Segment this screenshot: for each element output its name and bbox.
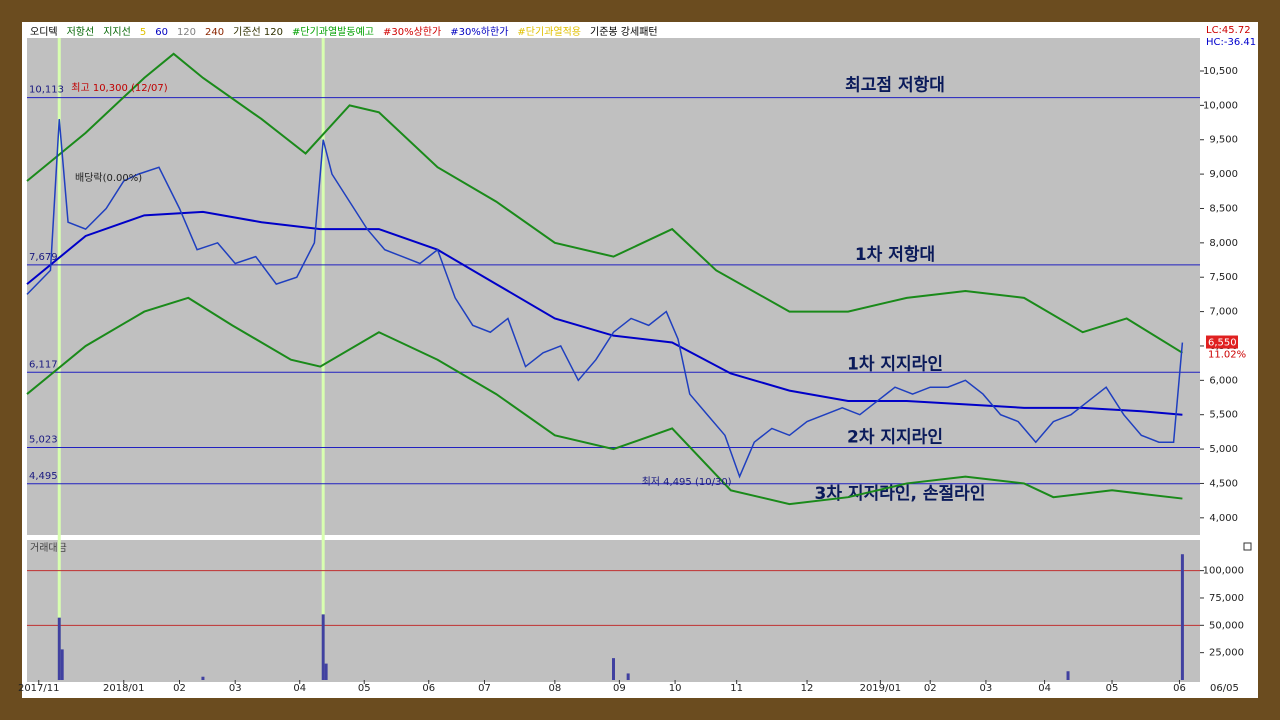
y-tick-label: 4,000 (1209, 513, 1238, 524)
volume-bar (1180, 554, 1184, 680)
volume-bar (324, 663, 328, 680)
y-tick-label: 8,500 (1209, 203, 1238, 214)
x-tick-label: 06 (422, 683, 435, 694)
lower-band (26, 296, 1183, 506)
x-tick-label: 05 (1106, 683, 1119, 694)
y-tick-label: 5,000 (1209, 444, 1238, 455)
x-tick-label: 05 (358, 683, 371, 694)
y-tick-label: 7,000 (1209, 307, 1238, 318)
level-label: 5,023 (29, 434, 58, 445)
x-tick-label: 10 (669, 683, 682, 694)
legend-entry: 지지선 (103, 26, 131, 38)
x-tick-label: 2019/01 (860, 683, 902, 694)
legend-entry: 저항선 (67, 26, 95, 38)
volume-bar (612, 658, 615, 680)
legend-entry: 60 (155, 27, 168, 38)
x-tick-label: 08 (548, 683, 561, 694)
y-tick-label: 9,000 (1209, 169, 1238, 180)
y-tick-label: 9,500 (1209, 135, 1238, 146)
current-date: 06/05 (1210, 683, 1239, 694)
hc-label: HC:-36.41 (1206, 37, 1256, 48)
volume-bar (626, 673, 630, 680)
x-tick-label: 11 (730, 683, 743, 694)
x-tick-label: 2018/01 (103, 683, 145, 694)
legend-entry: 120 (177, 27, 196, 38)
volume-tick-label: 25,000 (1209, 648, 1244, 659)
lc-label: LC:45.72 (1206, 25, 1251, 36)
x-tick-label: 07 (478, 683, 491, 694)
legend-entry: #단기과열적용 (517, 26, 581, 38)
level-label: 10,113 (29, 85, 64, 96)
volume-tick-label: 100,000 (1203, 566, 1244, 577)
x-tick-label: 2017/11 (18, 683, 60, 694)
x-tick-label: 03 (980, 683, 993, 694)
volume-tick-label: 50,000 (1209, 620, 1244, 631)
y-tick-label: 5,500 (1209, 410, 1238, 421)
high-annotation: 최고 10,300 (12/07) (71, 82, 167, 94)
level-label: 6,117 (29, 359, 58, 370)
legend-entry: 기준봉 강세패턴 (590, 26, 658, 38)
legend-entry: #30%상한가 (383, 26, 441, 38)
volume-bar (57, 617, 61, 680)
upper-band (26, 52, 1183, 354)
level-note: 최고점 저항대 (845, 75, 945, 96)
y-tick-label: 6,000 (1209, 375, 1238, 386)
dividend-annotation: 배당락(0.00%) (75, 172, 142, 184)
last-price-box (1206, 335, 1238, 349)
level-note: 3차 지지라인, 손절라인 (815, 483, 986, 504)
legend-entry: #30%하한가 (450, 25, 508, 38)
y-tick-label: 7,500 (1209, 272, 1238, 283)
y-tick-label: 10,500 (1203, 66, 1238, 77)
level-label: 7,679 (29, 252, 58, 263)
volume-bar (321, 614, 325, 680)
y-tick-label: 8,000 (1209, 238, 1238, 249)
x-tick-label: 03 (229, 683, 242, 694)
x-tick-label: 04 (293, 683, 306, 694)
x-tick-label: 12 (801, 683, 814, 694)
ma60-line (26, 210, 1183, 416)
level-note: 1차 저항대 (855, 244, 935, 265)
y-tick-label: 10,000 (1203, 100, 1238, 111)
legend-entry: 5 (140, 27, 146, 38)
price-line (26, 119, 1184, 479)
panel-button[interactable] (1243, 542, 1252, 551)
volume-bar (60, 649, 64, 680)
x-tick-label: 06 (1173, 683, 1186, 694)
level-label: 4,495 (29, 471, 58, 482)
legend-entry: 오디텍 (30, 26, 58, 38)
volume-bar (201, 676, 205, 680)
level-note: 1차 지지라인 (847, 354, 943, 374)
x-tick-label: 04 (1038, 683, 1051, 694)
price-panel (27, 38, 1200, 535)
legend-entry: #단기과열발동예고 (292, 26, 374, 38)
x-tick-label: 02 (924, 683, 937, 694)
last-price-label: 6,550 (1208, 338, 1237, 349)
level-note: 2차 지지라인 (847, 427, 943, 447)
volume-tick-label: 75,000 (1209, 593, 1244, 604)
volume-bar (1066, 671, 1070, 680)
x-tick-label: 02 (173, 683, 186, 694)
volume-title: 거래대금 (30, 542, 67, 554)
low-annotation: 최저 4,495 (10/30) (642, 476, 732, 488)
legend-entry: 240 (205, 27, 224, 38)
x-tick-label: 09 (613, 683, 626, 694)
y-tick-label: 4,500 (1209, 478, 1238, 489)
last-price-change: 11.02% (1208, 350, 1246, 361)
legend-entry: 기준선 120 (233, 26, 283, 38)
